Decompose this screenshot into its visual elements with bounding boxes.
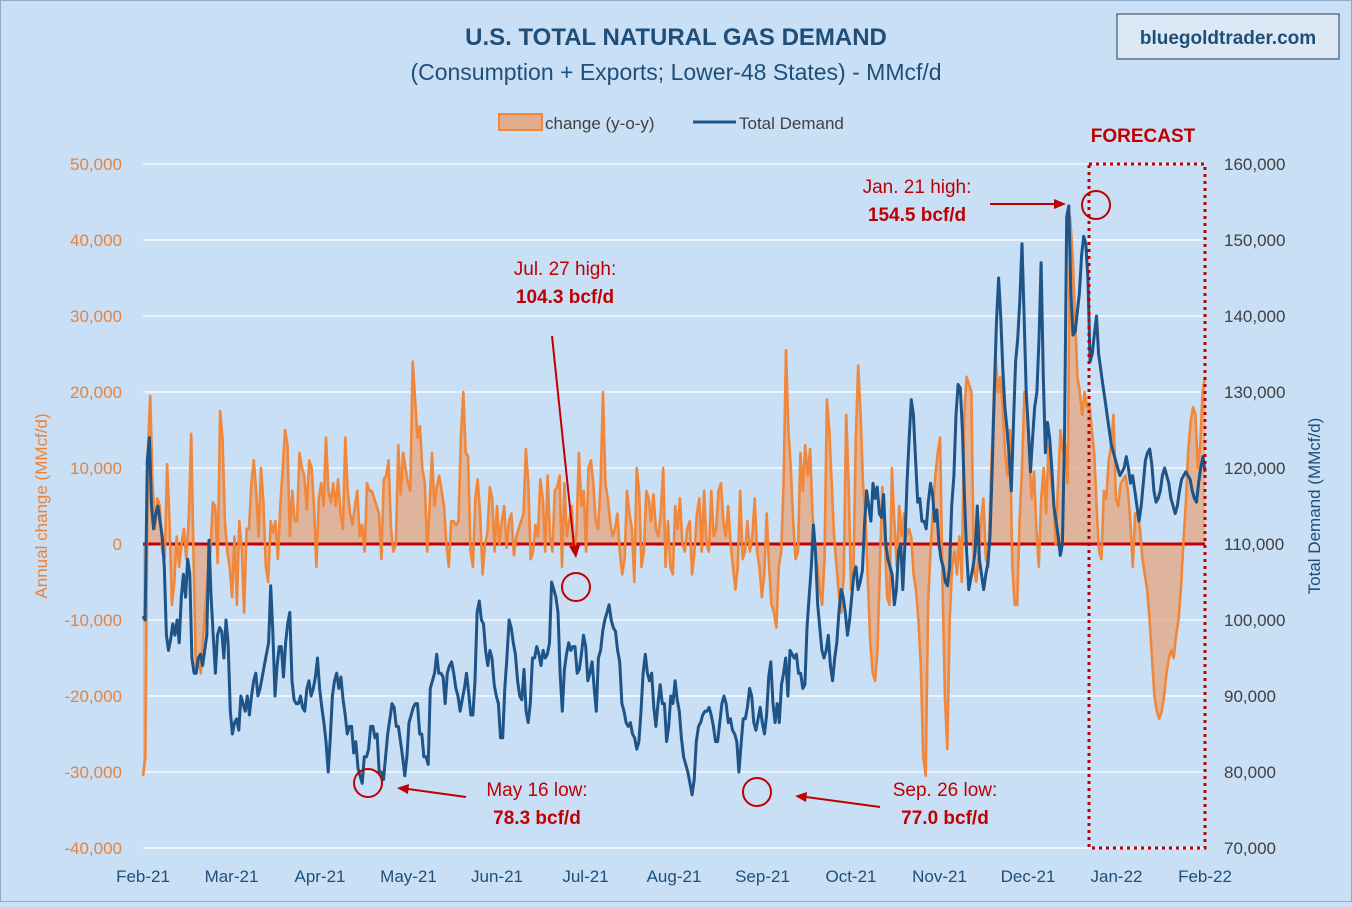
left-tick-label: 40,000 xyxy=(70,231,122,250)
annotation-may16-circle xyxy=(353,768,383,798)
left-tick-label: 30,000 xyxy=(70,307,122,326)
right-axis-title: Total Demand (MMcf/d) xyxy=(1305,418,1324,595)
right-tick-label: 150,000 xyxy=(1224,231,1285,250)
annotation-sep26-line2: 77.0 bcf/d xyxy=(901,808,989,829)
forecast-box xyxy=(1087,162,1207,850)
watermark-text: bluegoldtrader.com xyxy=(1140,28,1316,49)
series-line-demand xyxy=(141,204,1207,797)
annotation-jan21-line1: Jan. 21 high: xyxy=(863,177,972,198)
watermark-box xyxy=(1116,13,1340,60)
left-tick-label: -20,000 xyxy=(64,687,122,706)
x-tick-label: Feb-22 xyxy=(1178,867,1232,886)
left-axis-title: Annual change (MMcf/d) xyxy=(32,413,51,598)
x-tick-label: Nov-21 xyxy=(912,867,967,886)
annotation-may16-line1: May 16 low: xyxy=(486,780,587,801)
x-axis-ticks: Feb-21 Mar-21 Apr-21 May-21 Jun-21 Jul-21 Aug-… xyxy=(116,867,1232,886)
annotation-jul27: Jul. 27 high: 104.3 bcf/d xyxy=(514,259,616,602)
left-tick-label: -10,000 xyxy=(64,611,122,630)
left-tick-label: 50,000 xyxy=(70,155,122,174)
annotation-may16-arrowhead xyxy=(397,784,409,794)
right-tick-label: 160,000 xyxy=(1224,155,1285,174)
x-tick-label: May-21 xyxy=(380,867,437,886)
right-tick-label: 80,000 xyxy=(1224,763,1276,782)
right-tick-label: 110,000 xyxy=(1224,535,1284,554)
left-tick-label: -30,000 xyxy=(64,763,122,782)
series-layer xyxy=(141,204,1207,797)
chart-title: U.S. TOTAL NATURAL GAS DEMAND xyxy=(465,24,887,51)
x-tick-label: Sep-21 xyxy=(735,867,790,886)
legend-label-change: change (y-o-y) xyxy=(545,114,655,133)
annotation-jan21: Jan. 21 high: 154.5 bcf/d xyxy=(863,177,1111,226)
annotation-jul27-arrowhead xyxy=(569,545,580,558)
annotation-jan21-arrowhead xyxy=(1054,199,1066,209)
annotation-jul27-line2: 104.3 bcf/d xyxy=(516,287,614,308)
annotation-jan21-circle xyxy=(1081,190,1111,220)
x-tick-label: Apr-21 xyxy=(294,867,345,886)
chart-subtitle: (Consumption + Exports; Lower-48 States)… xyxy=(410,59,941,85)
x-tick-label: Jun-21 xyxy=(471,867,523,886)
annotation-may16-arrow xyxy=(407,788,467,798)
x-tick-label: Oct-21 xyxy=(825,867,876,886)
annotation-may16-line2: 78.3 bcf/d xyxy=(493,808,581,829)
right-tick-label: 90,000 xyxy=(1224,687,1276,706)
left-tick-label: 0 xyxy=(113,535,122,554)
annotation-may16: May 16 low: 78.3 bcf/d xyxy=(353,768,588,829)
right-tick-label: 70,000 xyxy=(1224,839,1276,858)
right-tick-label: 140,000 xyxy=(1224,307,1285,326)
right-axis-ticks: 160,000 150,000 140,000 130,000 120,000 110,0… xyxy=(1224,155,1285,858)
left-axis-ticks: 50,000 40,000 30,000 20,000 10,000 0 -10,000 -2… xyxy=(64,155,122,858)
x-tick-label: Mar-21 xyxy=(205,867,259,886)
annotation-sep26-arrow xyxy=(805,796,881,808)
right-tick-label: 120,000 xyxy=(1224,459,1285,478)
annotation-jul27-line1: Jul. 27 high: xyxy=(514,259,616,280)
legend: change (y-o-y) Total Demand xyxy=(498,113,844,133)
legend-label-demand: Total Demand xyxy=(739,114,844,133)
right-tick-label: 130,000 xyxy=(1224,383,1285,402)
x-tick-label: Feb-21 xyxy=(116,867,170,886)
right-tick-label: 100,000 xyxy=(1224,611,1285,630)
left-tick-label: 10,000 xyxy=(70,459,122,478)
annotation-sep26-arrowhead xyxy=(795,792,807,802)
annotation-jul27-circle xyxy=(561,572,591,602)
left-tick-label: 20,000 xyxy=(70,383,122,402)
annotation-jul27-arrow xyxy=(551,335,575,547)
annotation-jan21-line2: 154.5 bcf/d xyxy=(868,205,966,226)
x-tick-label: Aug-21 xyxy=(647,867,702,886)
x-tick-label: Dec-21 xyxy=(1001,867,1056,886)
x-tick-label: Jul-21 xyxy=(562,867,608,886)
left-tick-label: -40,000 xyxy=(64,839,122,858)
annotation-sep26-circle xyxy=(742,777,772,807)
annotation-sep26-line1: Sep. 26 low: xyxy=(893,780,998,801)
x-tick-label: Jan-22 xyxy=(1091,867,1143,886)
annotation-sep26: Sep. 26 low: 77.0 bcf/d xyxy=(742,777,998,829)
legend-swatch-change xyxy=(498,113,543,131)
forecast-label: FORECAST xyxy=(1091,126,1196,147)
